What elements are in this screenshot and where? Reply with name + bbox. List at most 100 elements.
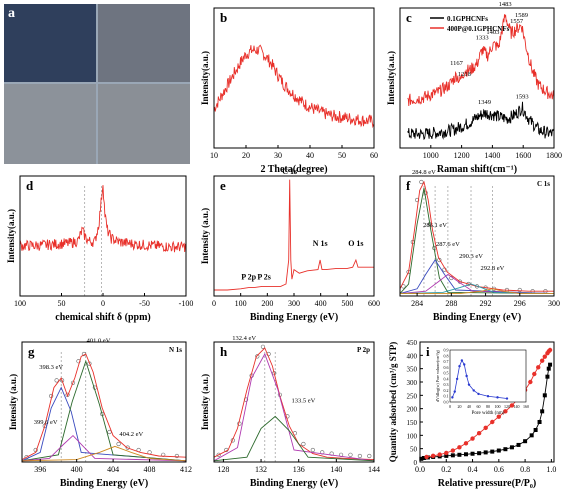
peak-annotation: 398.3 eV	[39, 364, 63, 371]
series-marker	[528, 379, 533, 385]
peak-annotation: O 1s	[348, 239, 363, 248]
raw-data-point	[174, 453, 179, 459]
inset-x-tick-label: 0	[449, 404, 451, 409]
peak-annotation: 401.0 eV	[87, 337, 111, 344]
series-marker	[546, 366, 551, 371]
panel-a-photo: a	[4, 4, 190, 164]
x-tick-label: 128	[217, 465, 229, 474]
x-tick-label: 0.4	[468, 465, 478, 474]
plot-frame	[419, 341, 555, 463]
series-marker	[542, 393, 547, 398]
series-marker	[503, 409, 508, 414]
x-tick-label: 404	[107, 465, 119, 474]
inset-x-tick-label: 60	[477, 404, 481, 409]
panel-i: 0.0 0.2 0.4 0.6 0.8 1.00501001502002503003504…	[388, 339, 556, 489]
x-tick-label: 0.8	[520, 465, 530, 474]
y-tick-label: 100	[407, 432, 418, 440]
series-marker	[496, 414, 502, 419]
y-axis-label: Intensity(a.u.)	[6, 209, 16, 263]
raw-data-point	[517, 287, 522, 293]
raw-data-point	[310, 447, 315, 453]
peak-annotation: 399.6 eV	[34, 419, 58, 426]
inset-x-tick-label: 80	[486, 404, 490, 409]
series-marker	[419, 456, 424, 461]
series-marker	[470, 436, 475, 441]
x-tick-label: 0	[212, 299, 216, 308]
peak-annotation: P 2s	[257, 273, 271, 282]
x-tick-label: 132	[255, 465, 267, 474]
x-tick-label: 1200	[454, 151, 470, 160]
x-tick-label: 136	[293, 465, 305, 474]
series-marker	[450, 453, 455, 458]
x-tick-label: 50	[58, 299, 66, 308]
inset-plot: 0 20 40 60 80 100 120 140 1600.00.10.20.30.40.50…	[435, 348, 529, 417]
x-tick-label: 144	[368, 465, 380, 474]
series-marker	[539, 358, 545, 363]
x-tick-label: 1.0	[546, 465, 556, 474]
inset-marker	[455, 377, 459, 381]
series-marker	[540, 409, 545, 414]
series-marker	[529, 433, 534, 438]
film-pieces-photo	[4, 4, 96, 82]
raw-data-point	[266, 351, 271, 357]
inset-marker	[465, 374, 468, 378]
series-marker	[444, 450, 449, 456]
series-marker	[430, 453, 436, 459]
spectrum-tag: C 1s	[537, 180, 550, 188]
panel-letter-e: e	[220, 178, 226, 193]
panel-letter-i: i	[426, 344, 430, 359]
inset-y-tick-label: 0.0	[444, 400, 449, 405]
inset-y-tick-label: 0.2	[444, 388, 449, 393]
raw-data-point	[76, 359, 81, 364]
series-line-0	[19, 185, 187, 253]
series-marker	[444, 453, 449, 458]
x-tick-label: 288	[445, 299, 457, 308]
x-axis-label: chemical shift δ (ppm)	[55, 312, 150, 323]
x-tick-label: 0.0	[415, 465, 425, 474]
series-marker	[533, 428, 538, 432]
y-tick-label: 250	[407, 392, 418, 400]
peak-annotation: 1593	[516, 93, 529, 100]
raw-data-point	[125, 445, 130, 450]
raw-data-point	[59, 378, 65, 383]
x-tick-label: 40	[306, 151, 314, 160]
series-marker	[503, 447, 508, 452]
x-tick-label: 0.6	[494, 465, 504, 474]
inset-marker	[486, 395, 490, 398]
inset-x-tick-label: 140	[514, 404, 520, 409]
spectrum-tag: P 2p	[357, 346, 370, 354]
peak-annotation: 1483	[499, 1, 512, 8]
series-line-1	[407, 14, 555, 107]
x-tick-label: 300	[548, 299, 560, 308]
series-marker	[542, 354, 548, 359]
series-marker	[509, 445, 514, 450]
panel-letter-a: a	[8, 6, 15, 21]
inset-marker	[467, 383, 471, 386]
raw-data-point	[367, 453, 372, 459]
peak-annotation: 290.3 eV	[459, 253, 483, 260]
raw-data-point	[301, 441, 306, 447]
inset-x-axis-label: Pore width (nm)	[472, 411, 505, 416]
series-marker	[483, 425, 488, 431]
series-marker	[470, 451, 475, 456]
x-tick-label: 284	[411, 299, 423, 308]
x-tick-label: 1400	[484, 151, 500, 160]
series-line-0	[399, 180, 554, 292]
inset-marker	[458, 364, 461, 368]
x-tick-label: 600	[368, 299, 380, 308]
x-tick-label: 100	[235, 299, 247, 308]
plot-frame	[213, 7, 375, 149]
inset-y-tick-label: 0.7	[444, 359, 449, 364]
panel-c: 1000 1200 1400 1600 1800 Raman shift(cm⁻¹) Int…	[386, 1, 562, 175]
x-tick-label: 412	[180, 465, 192, 474]
series-marker	[509, 403, 515, 408]
series-marker	[545, 374, 550, 379]
series-marker	[532, 371, 537, 377]
y-tick-label: 400	[407, 352, 418, 360]
series-marker	[477, 451, 482, 456]
inset-y-tick-label: 0.3	[444, 382, 449, 387]
series-marker	[463, 452, 468, 457]
panel-letter-g: g	[28, 344, 35, 359]
inset-y-tick-label: 0.1	[444, 394, 449, 399]
series-marker	[457, 445, 462, 450]
